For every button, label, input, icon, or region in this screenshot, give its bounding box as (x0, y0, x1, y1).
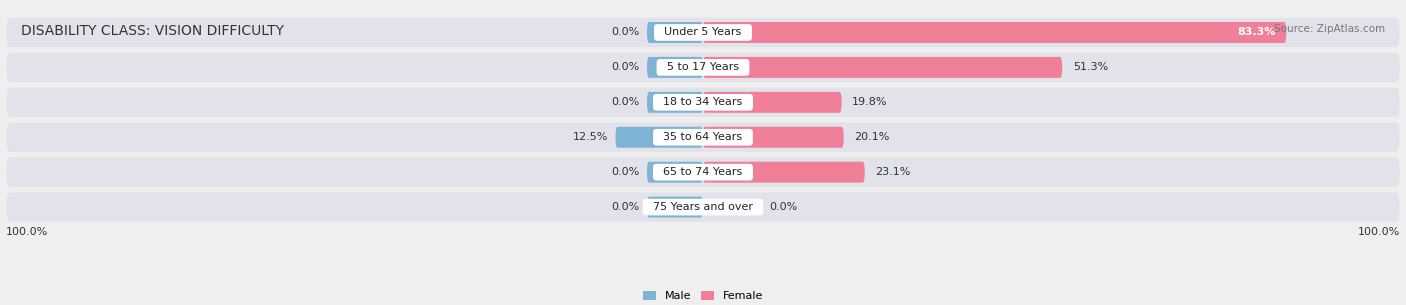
FancyBboxPatch shape (647, 92, 703, 113)
FancyBboxPatch shape (647, 57, 703, 78)
FancyBboxPatch shape (6, 192, 1400, 222)
FancyBboxPatch shape (647, 162, 703, 183)
Legend: Male, Female: Male, Female (641, 289, 765, 303)
Text: 75 Years and over: 75 Years and over (645, 202, 761, 212)
Text: 23.1%: 23.1% (876, 167, 911, 177)
Text: 20.1%: 20.1% (855, 132, 890, 142)
Text: 35 to 64 Years: 35 to 64 Years (657, 132, 749, 142)
Text: 83.3%: 83.3% (1237, 27, 1275, 38)
FancyBboxPatch shape (6, 53, 1400, 82)
FancyBboxPatch shape (703, 57, 1062, 78)
FancyBboxPatch shape (703, 92, 842, 113)
FancyBboxPatch shape (6, 157, 1400, 187)
FancyBboxPatch shape (6, 88, 1400, 117)
Text: 51.3%: 51.3% (1073, 63, 1108, 72)
Text: 18 to 34 Years: 18 to 34 Years (657, 97, 749, 107)
Text: Source: ZipAtlas.com: Source: ZipAtlas.com (1274, 24, 1385, 34)
FancyBboxPatch shape (616, 127, 703, 148)
Text: 0.0%: 0.0% (769, 202, 797, 212)
Text: 0.0%: 0.0% (612, 97, 640, 107)
FancyBboxPatch shape (703, 127, 844, 148)
Text: 65 to 74 Years: 65 to 74 Years (657, 167, 749, 177)
Text: 0.0%: 0.0% (612, 167, 640, 177)
Text: DISABILITY CLASS: VISION DIFFICULTY: DISABILITY CLASS: VISION DIFFICULTY (21, 24, 284, 38)
FancyBboxPatch shape (703, 22, 1286, 43)
Text: 100.0%: 100.0% (1357, 227, 1400, 237)
Text: 19.8%: 19.8% (852, 97, 887, 107)
Text: 5 to 17 Years: 5 to 17 Years (659, 63, 747, 72)
FancyBboxPatch shape (647, 197, 703, 217)
Text: 100.0%: 100.0% (6, 227, 49, 237)
FancyBboxPatch shape (647, 22, 703, 43)
Text: 0.0%: 0.0% (612, 63, 640, 72)
Text: 0.0%: 0.0% (612, 202, 640, 212)
Text: 12.5%: 12.5% (574, 132, 609, 142)
Text: 0.0%: 0.0% (612, 27, 640, 38)
FancyBboxPatch shape (703, 162, 865, 183)
FancyBboxPatch shape (6, 18, 1400, 47)
Text: Under 5 Years: Under 5 Years (658, 27, 748, 38)
FancyBboxPatch shape (6, 123, 1400, 152)
